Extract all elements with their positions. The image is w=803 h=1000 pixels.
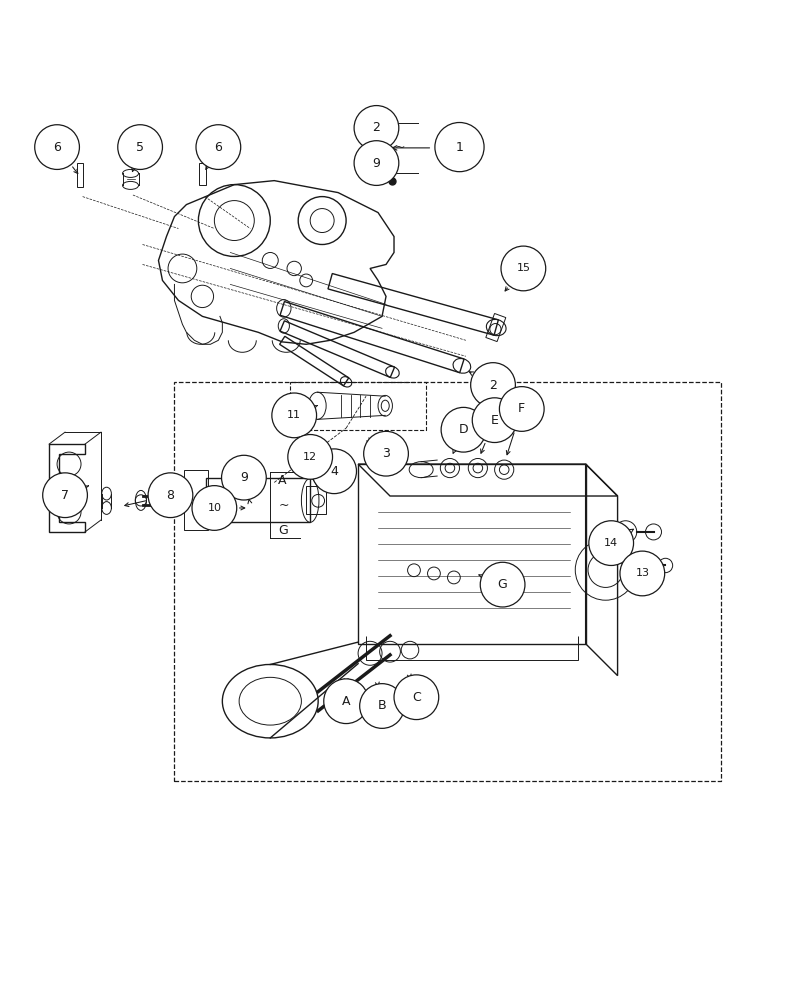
Text: 2: 2 xyxy=(372,121,380,134)
Text: 13: 13 xyxy=(634,568,649,578)
Circle shape xyxy=(471,398,516,443)
Text: 10: 10 xyxy=(207,503,221,513)
Text: B: B xyxy=(377,699,386,712)
Text: 11: 11 xyxy=(287,410,301,420)
Circle shape xyxy=(35,125,79,169)
Circle shape xyxy=(192,486,236,530)
Circle shape xyxy=(271,393,316,438)
Bar xyxy=(206,478,310,522)
Text: ~: ~ xyxy=(278,499,288,512)
Bar xyxy=(357,464,585,644)
Text: 1: 1 xyxy=(455,141,463,154)
Circle shape xyxy=(441,407,485,452)
Circle shape xyxy=(470,363,515,407)
Text: D: D xyxy=(458,423,467,436)
Text: A: A xyxy=(278,474,287,487)
Bar xyxy=(77,163,84,187)
Circle shape xyxy=(359,684,404,728)
Text: 7: 7 xyxy=(61,489,69,502)
Circle shape xyxy=(312,449,356,494)
Circle shape xyxy=(500,246,545,291)
Bar xyxy=(199,163,206,185)
Circle shape xyxy=(499,387,544,431)
Bar xyxy=(184,470,208,530)
Text: F: F xyxy=(518,402,524,415)
Circle shape xyxy=(287,435,332,479)
Text: 2: 2 xyxy=(488,379,496,392)
Circle shape xyxy=(363,431,408,476)
Circle shape xyxy=(393,675,438,720)
Circle shape xyxy=(479,562,524,607)
Text: 6: 6 xyxy=(214,141,222,154)
Circle shape xyxy=(619,551,664,596)
Text: 9: 9 xyxy=(239,471,247,484)
Text: 14: 14 xyxy=(603,538,618,548)
Text: 3: 3 xyxy=(381,447,389,460)
Circle shape xyxy=(588,521,633,565)
Bar xyxy=(306,486,326,514)
Circle shape xyxy=(117,125,162,169)
Circle shape xyxy=(148,473,193,518)
Text: C: C xyxy=(411,691,420,704)
Bar xyxy=(485,313,505,342)
Text: ~: ~ xyxy=(394,141,405,154)
Text: 12: 12 xyxy=(303,452,317,462)
Circle shape xyxy=(324,679,368,724)
Circle shape xyxy=(353,141,398,185)
Text: 4: 4 xyxy=(330,465,337,478)
Text: 6: 6 xyxy=(53,141,61,154)
Circle shape xyxy=(43,473,88,518)
Circle shape xyxy=(196,125,240,169)
Text: G: G xyxy=(497,578,507,591)
Circle shape xyxy=(353,106,398,150)
Text: A: A xyxy=(341,695,350,708)
Text: 8: 8 xyxy=(166,489,174,502)
Text: 9: 9 xyxy=(372,157,380,170)
Text: E: E xyxy=(490,414,498,427)
Bar xyxy=(174,382,720,781)
Text: 15: 15 xyxy=(516,263,530,273)
Bar xyxy=(290,382,426,430)
Circle shape xyxy=(434,122,483,172)
Text: G: G xyxy=(278,524,287,537)
Circle shape xyxy=(222,455,266,500)
Text: 5: 5 xyxy=(136,141,144,154)
